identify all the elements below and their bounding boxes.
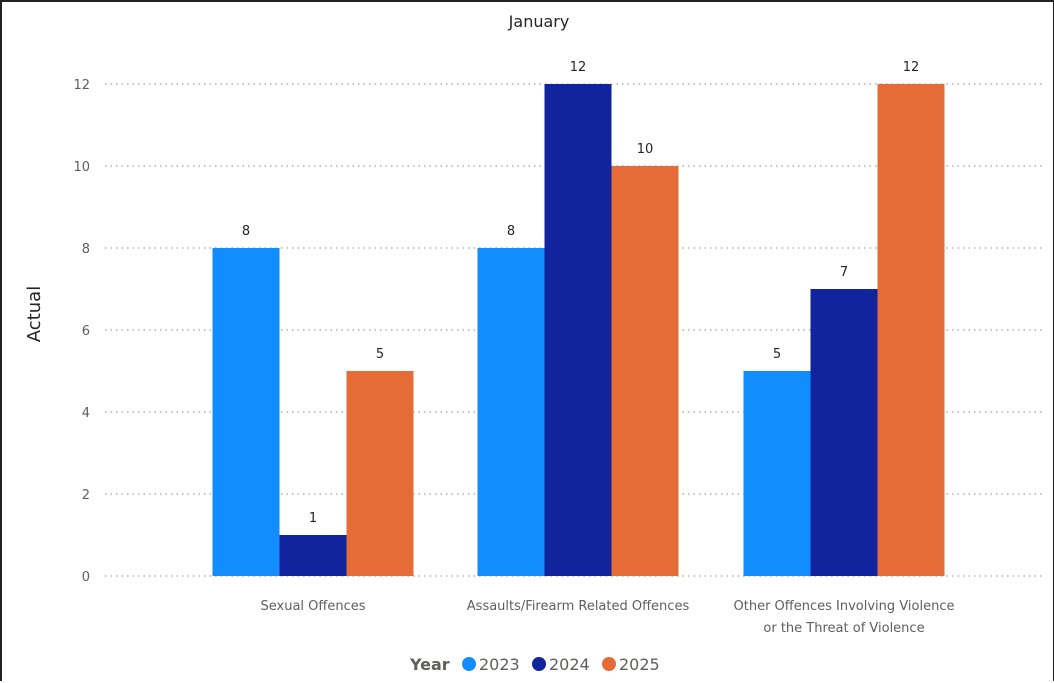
bar-2024-2[interactable] — [544, 84, 612, 576]
data-label: 7 — [840, 265, 848, 280]
data-label: 5 — [773, 347, 781, 362]
x-axis-categories: Sexual Offences Assaults/Firearm Related … — [260, 599, 954, 636]
bar-2024-1[interactable] — [279, 535, 347, 576]
data-label: 1 — [309, 511, 317, 526]
bar-2025-1[interactable] — [346, 371, 414, 576]
legend-label-2024[interactable]: 2024 — [549, 655, 590, 674]
bars — [212, 84, 945, 576]
legend-title: Year — [409, 655, 450, 674]
data-label: 12 — [903, 60, 920, 75]
legend-marker-2023[interactable] — [462, 657, 476, 671]
data-label: 8 — [242, 224, 250, 239]
bar-2024-3[interactable] — [810, 289, 878, 576]
bar-2023-3[interactable] — [743, 371, 811, 576]
data-label: 8 — [507, 224, 515, 239]
bar-2023-1[interactable] — [212, 248, 280, 576]
bar-2025-3[interactable] — [877, 84, 945, 576]
data-labels: 8 1 5 8 12 10 5 7 12 — [242, 60, 919, 526]
legend-marker-2024[interactable] — [532, 657, 546, 671]
y-axis-ticks: 0 2 4 6 8 10 12 — [73, 78, 90, 585]
y-tick-label: 6 — [82, 324, 90, 339]
bar-2023-2[interactable] — [477, 248, 545, 576]
y-tick-label: 12 — [73, 78, 90, 93]
category-label: Other Offences Involving Violence — [734, 599, 955, 614]
y-tick-label: 2 — [82, 488, 90, 503]
data-label: 5 — [376, 347, 384, 362]
category-label: Sexual Offences — [260, 599, 365, 614]
y-tick-label: 0 — [82, 570, 90, 585]
y-axis-label: Actual — [24, 286, 45, 342]
chart-title: January — [508, 12, 570, 31]
legend-label-2025[interactable]: 2025 — [619, 655, 660, 674]
category-label: Assaults/Firearm Related Offences — [467, 599, 690, 614]
legend[interactable]: Year 2023 2024 2025 — [409, 655, 660, 674]
category-label: or the Threat of Violence — [763, 621, 924, 636]
data-label: 10 — [637, 142, 654, 157]
y-tick-label: 8 — [82, 242, 90, 257]
data-label: 12 — [570, 60, 587, 75]
y-tick-label: 10 — [73, 160, 90, 175]
legend-label-2023[interactable]: 2023 — [479, 655, 520, 674]
y-tick-label: 4 — [82, 406, 90, 421]
bar-2025-2[interactable] — [611, 166, 679, 576]
legend-marker-2025[interactable] — [602, 657, 616, 671]
